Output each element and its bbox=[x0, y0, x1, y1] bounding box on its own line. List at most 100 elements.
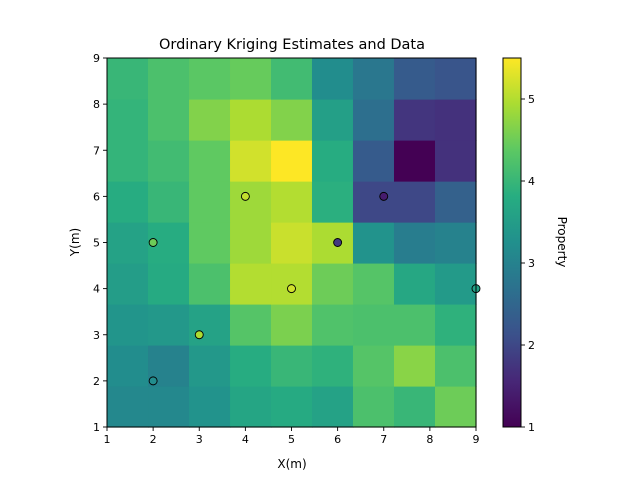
y-tick-label: 1 bbox=[93, 421, 100, 434]
estimate-cell bbox=[189, 222, 231, 264]
estimate-cell bbox=[434, 99, 477, 141]
estimate-cell bbox=[148, 262, 190, 305]
y-tick-label: 7 bbox=[93, 144, 100, 157]
estimate-cell bbox=[352, 344, 395, 387]
estimate-cell bbox=[230, 222, 272, 264]
estimate-cell bbox=[434, 344, 477, 387]
y-tick-label: 6 bbox=[93, 190, 100, 203]
data-points bbox=[148, 191, 481, 386]
estimate-cell bbox=[107, 181, 149, 223]
estimate-cell bbox=[393, 303, 436, 346]
colorbar-gradient bbox=[503, 58, 521, 427]
estimate-cell bbox=[311, 222, 354, 264]
estimate-cell bbox=[311, 344, 354, 387]
estimate-cell bbox=[434, 140, 477, 182]
y-tick-label: 8 bbox=[93, 98, 100, 111]
estimate-cell bbox=[230, 344, 272, 387]
x-tick-label: 4 bbox=[242, 433, 249, 446]
estimate-cell bbox=[311, 303, 354, 346]
estimate-cell bbox=[107, 58, 149, 100]
estimate-cell bbox=[311, 140, 354, 182]
data-point bbox=[194, 330, 204, 340]
estimate-cell bbox=[311, 99, 354, 141]
estimate-cell bbox=[107, 222, 149, 264]
x-tick-label: 2 bbox=[150, 433, 157, 446]
data-point bbox=[333, 238, 343, 247]
chart-title: Ordinary Kriging Estimates and Data bbox=[159, 37, 425, 53]
estimate-cell bbox=[352, 303, 395, 346]
x-tick-label: 9 bbox=[473, 433, 480, 446]
y-tick-label: 4 bbox=[93, 283, 100, 296]
estimate-cell bbox=[148, 303, 190, 346]
estimate-cell bbox=[189, 385, 231, 428]
estimate-cell bbox=[230, 58, 272, 100]
data-point bbox=[240, 191, 250, 201]
estimate-cell bbox=[230, 303, 272, 346]
x-tick-label: 1 bbox=[104, 433, 111, 446]
estimate-cell bbox=[434, 222, 477, 264]
colorbar-tick-label: 2 bbox=[528, 339, 535, 352]
colorbar-tick-label: 1 bbox=[528, 421, 535, 434]
estimate-grid bbox=[107, 58, 477, 428]
estimate-cell bbox=[230, 99, 272, 141]
colorbar-tick-label: 5 bbox=[528, 93, 535, 106]
estimate-cell bbox=[189, 303, 231, 346]
colorbar-tick-label: 4 bbox=[528, 175, 535, 188]
y-axis: 1 2 3 4 5 6 7 8 9 bbox=[93, 52, 107, 434]
estimate-cell bbox=[271, 222, 313, 264]
estimate-cell bbox=[148, 140, 190, 182]
colorbar-frame bbox=[502, 57, 522, 428]
estimate-cell bbox=[189, 58, 231, 100]
estimate-cell bbox=[311, 385, 354, 428]
estimate-cell bbox=[189, 344, 231, 387]
estimate-cell bbox=[271, 262, 313, 305]
estimate-cell bbox=[393, 344, 436, 387]
data-point bbox=[287, 284, 296, 294]
y-tick-label: 3 bbox=[93, 329, 100, 342]
y-tick-label: 9 bbox=[93, 52, 100, 65]
estimate-cell bbox=[434, 181, 477, 223]
y-axis-label: Y(m) bbox=[68, 228, 82, 257]
estimate-cell bbox=[311, 262, 354, 305]
estimate-cell bbox=[393, 385, 436, 428]
x-tick-label: 7 bbox=[380, 433, 387, 446]
x-tick-label: 6 bbox=[334, 433, 341, 446]
estimate-cell bbox=[107, 303, 149, 346]
estimate-cell bbox=[271, 58, 313, 100]
colorbar: 1 2 3 4 5 Property bbox=[502, 57, 569, 434]
estimate-cell bbox=[107, 344, 149, 387]
estimate-cell bbox=[352, 181, 395, 223]
estimate-cell bbox=[230, 262, 272, 305]
estimate-cell bbox=[393, 222, 436, 264]
x-axis-label: X(m) bbox=[277, 457, 306, 471]
estimate-cell bbox=[434, 262, 477, 305]
estimate-cell bbox=[189, 99, 231, 141]
estimate-cell bbox=[107, 140, 149, 182]
estimate-cell bbox=[189, 181, 231, 223]
estimate-cell bbox=[352, 262, 395, 305]
data-point bbox=[148, 238, 158, 247]
estimate-cell bbox=[189, 140, 231, 182]
estimate-cell bbox=[271, 303, 313, 346]
data-point bbox=[379, 191, 389, 201]
estimate-cell bbox=[271, 99, 313, 141]
estimate-cell bbox=[107, 99, 149, 141]
estimate-cell bbox=[393, 181, 436, 223]
estimate-cell bbox=[352, 385, 395, 428]
y-tick-label: 2 bbox=[93, 375, 100, 388]
estimate-cell bbox=[311, 58, 354, 100]
estimate-cell bbox=[352, 140, 395, 182]
x-tick-label: 3 bbox=[196, 433, 203, 446]
x-axis: 1 2 3 4 5 6 7 8 9 bbox=[104, 427, 480, 446]
estimate-cell bbox=[393, 262, 436, 305]
estimate-cell bbox=[434, 58, 477, 100]
estimate-cell bbox=[434, 303, 477, 346]
data-point bbox=[148, 376, 158, 386]
estimate-cell bbox=[271, 140, 313, 182]
estimate-cell bbox=[352, 99, 395, 141]
estimate-cell bbox=[230, 181, 272, 223]
estimate-cell bbox=[148, 99, 190, 141]
estimate-cell bbox=[271, 344, 313, 387]
estimate-cell bbox=[148, 181, 190, 223]
